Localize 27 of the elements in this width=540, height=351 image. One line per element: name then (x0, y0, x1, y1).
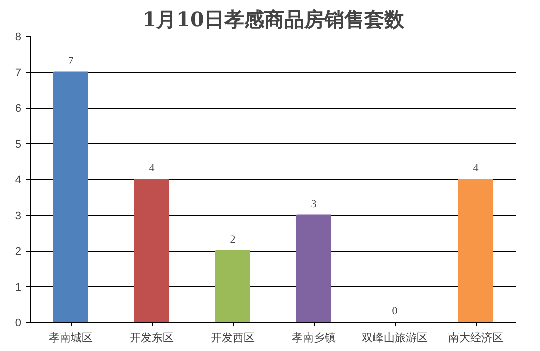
x-tick-label: 南大经济区 (448, 332, 504, 344)
data-label: 4 (149, 162, 156, 174)
x-tick-label: 开发西区 (211, 332, 255, 344)
y-tick-label: 8 (15, 32, 22, 44)
chart-title: 1月10日孝感商品房销售套数 (142, 8, 406, 32)
data-label: 2 (230, 234, 236, 246)
y-tick-label: 1 (15, 282, 22, 294)
y-tick-label: 5 (15, 138, 22, 151)
bar (215, 250, 251, 322)
y-tick-label: 6 (15, 103, 22, 115)
data-label: 0 (392, 306, 398, 318)
x-tick-label: 开发东区 (130, 332, 174, 344)
bar (458, 179, 494, 322)
bar (53, 72, 89, 322)
data-label: 3 (311, 198, 318, 210)
data-label: 7 (68, 55, 74, 68)
data-label: 4 (473, 162, 480, 174)
x-tick-label: 双峰山旅游区 (362, 332, 428, 344)
y-tick-label: 0 (15, 318, 22, 330)
y-tick-label: 3 (15, 210, 22, 222)
x-tick-label: 孝南城区 (49, 332, 93, 344)
x-tick-label: 孝南乡镇 (292, 332, 336, 344)
bar (296, 214, 332, 322)
y-tick-label: 4 (15, 174, 22, 186)
bar (134, 179, 170, 322)
y-tick-label: 7 (15, 67, 22, 80)
y-tick-label: 2 (15, 246, 22, 258)
